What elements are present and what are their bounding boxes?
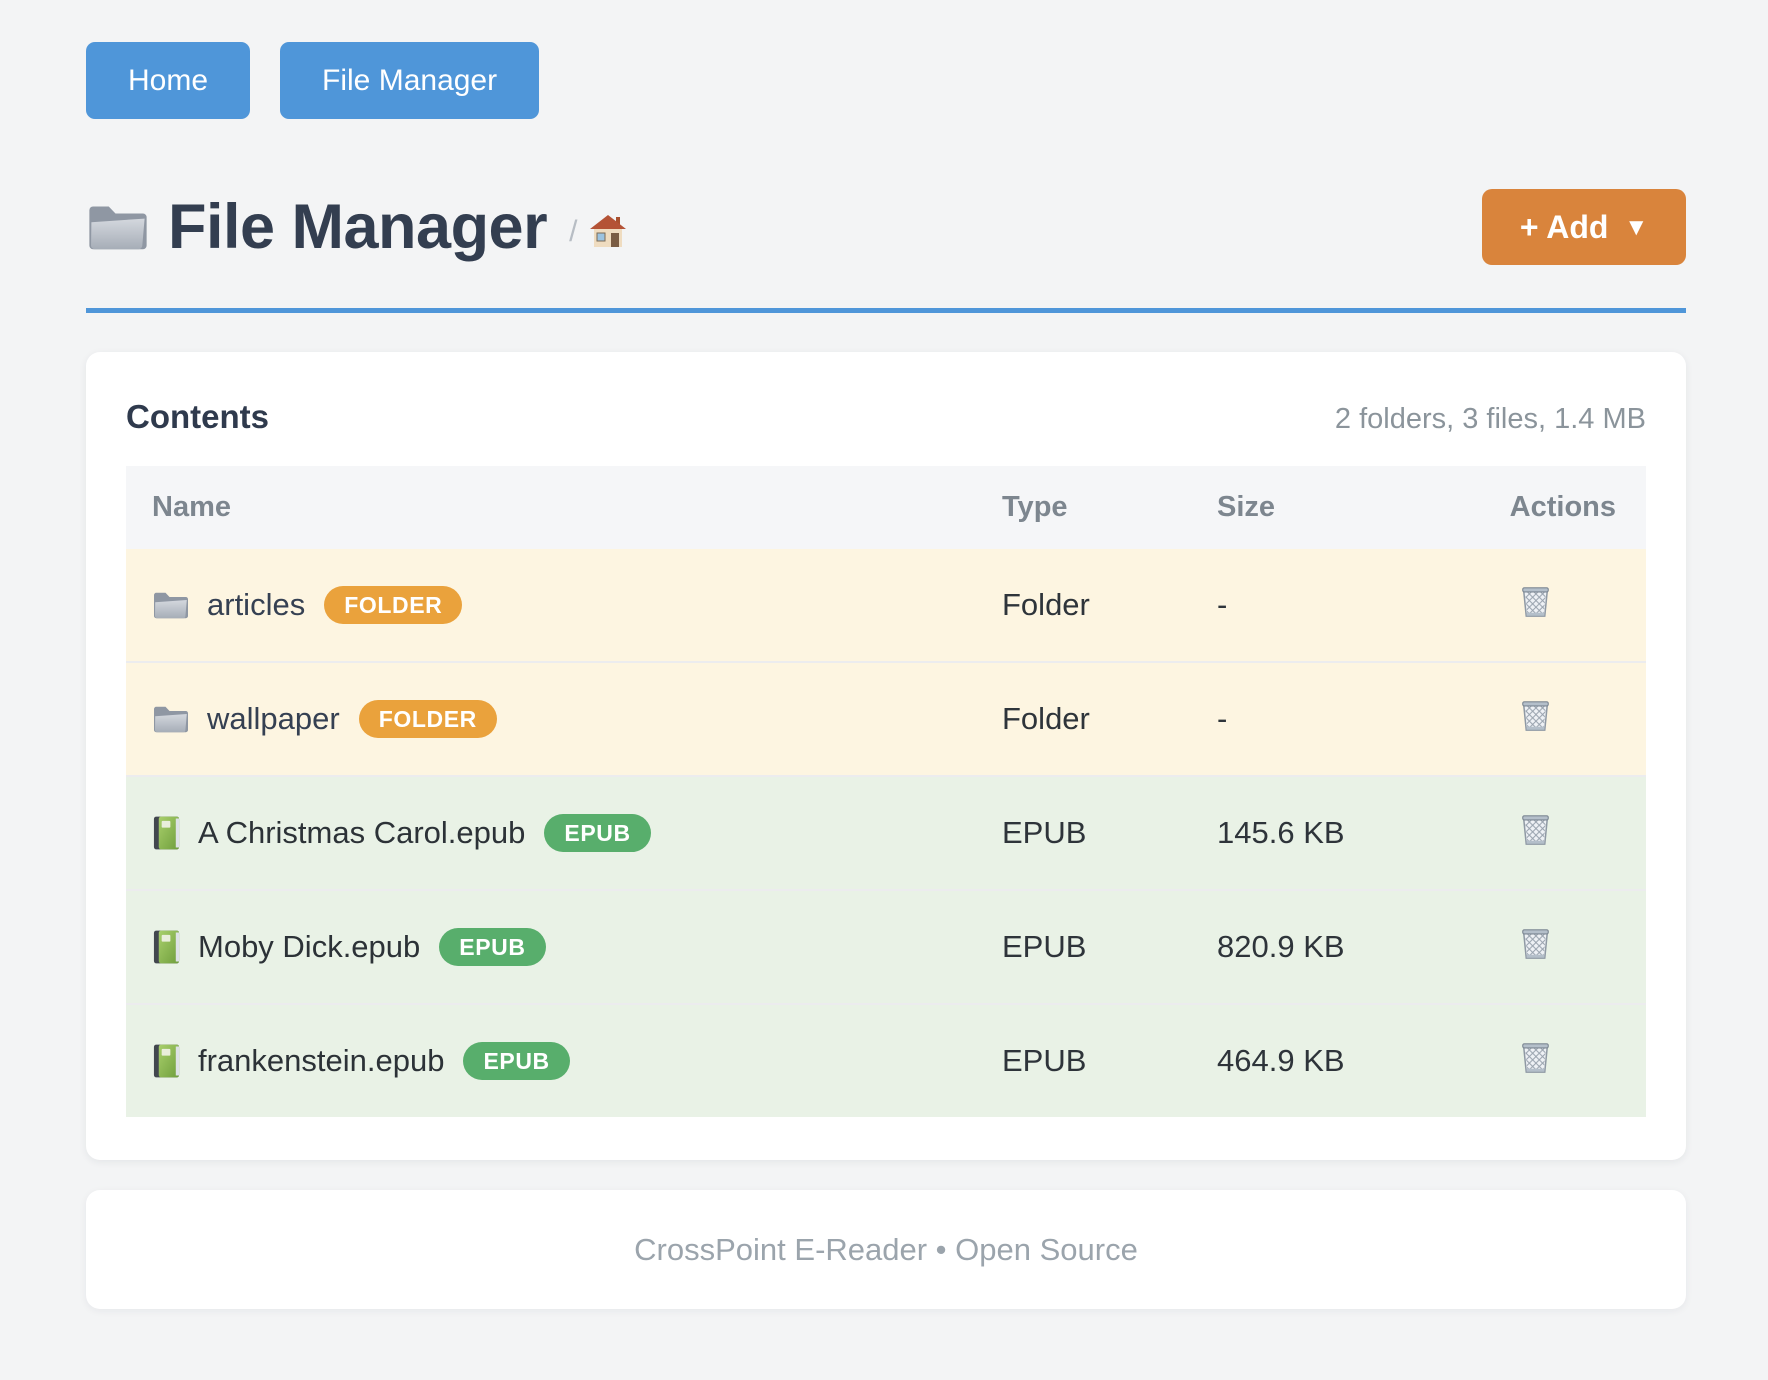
contents-card: Contents 2 folders, 3 files, 1.4 MB Name… xyxy=(86,352,1686,1160)
item-name[interactable]: frankenstein.epub xyxy=(198,1043,445,1078)
contents-heading: Contents xyxy=(126,398,269,435)
top-nav: Home File Manager xyxy=(86,42,1686,119)
file-manager-button[interactable]: File Manager xyxy=(280,42,540,119)
breadcrumb-separator: / xyxy=(569,215,578,248)
type-cell: EPUB xyxy=(1002,929,1087,964)
book-icon xyxy=(152,1042,181,1080)
type-cell: EPUB xyxy=(1002,815,1087,850)
page-title: File Manager xyxy=(168,192,548,262)
size-cell: 464.9 KB xyxy=(1217,1043,1345,1078)
delete-button[interactable] xyxy=(1519,926,1552,960)
book-icon xyxy=(152,928,181,966)
folder-badge: FOLDER xyxy=(324,586,463,624)
folder-icon xyxy=(152,703,190,735)
type-cell: Folder xyxy=(1002,701,1090,736)
table-row[interactable]: wallpaper FOLDER Folder - xyxy=(126,662,1646,776)
contents-summary: 2 folders, 3 files, 1.4 MB xyxy=(1334,403,1646,435)
table-row[interactable]: frankenstein.epub EPUB EPUB 464.9 KB xyxy=(126,1004,1646,1117)
size-cell: - xyxy=(1217,701,1228,736)
title-divider xyxy=(86,308,1686,313)
table-header-row: Name Type Size Actions xyxy=(126,466,1646,549)
page-header: File Manager / + Add ▼ xyxy=(86,189,1686,265)
folder-icon xyxy=(152,589,190,621)
item-name[interactable]: articles xyxy=(207,587,306,622)
size-cell: 145.6 KB xyxy=(1217,815,1345,850)
size-cell: 820.9 KB xyxy=(1217,929,1345,964)
delete-button[interactable] xyxy=(1519,584,1552,618)
table-row[interactable]: articles FOLDER Folder - xyxy=(126,549,1646,662)
item-name[interactable]: Moby Dick.epub xyxy=(198,929,421,964)
file-table: Name Type Size Actions articles FOLDER F xyxy=(126,466,1646,1117)
epub-badge: EPUB xyxy=(544,814,651,852)
folder-title-icon xyxy=(86,199,150,255)
type-cell: EPUB xyxy=(1002,1043,1087,1078)
page-container: Home File Manager File Manager / xyxy=(86,0,1686,1309)
footer-text: CrossPoint E-Reader • Open Source xyxy=(634,1231,1138,1267)
type-cell: Folder xyxy=(1002,587,1090,622)
add-button[interactable]: + Add ▼ xyxy=(1482,189,1686,265)
item-name[interactable]: A Christmas Carol.epub xyxy=(198,815,526,850)
size-cell: - xyxy=(1217,587,1228,622)
delete-button[interactable] xyxy=(1519,1040,1552,1074)
home-icon[interactable] xyxy=(589,213,627,249)
epub-badge: EPUB xyxy=(463,1042,570,1080)
home-button[interactable]: Home xyxy=(86,42,251,119)
delete-button[interactable] xyxy=(1519,812,1552,846)
table-row[interactable]: Moby Dick.epub EPUB EPUB 820.9 KB xyxy=(126,890,1646,1004)
delete-button[interactable] xyxy=(1519,698,1552,732)
chevron-down-icon: ▼ xyxy=(1624,214,1649,241)
footer: CrossPoint E-Reader • Open Source xyxy=(86,1190,1686,1309)
epub-badge: EPUB xyxy=(439,928,546,966)
column-header-type: Type xyxy=(1002,466,1217,549)
column-header-actions: Actions xyxy=(1424,466,1646,549)
add-button-label: + Add xyxy=(1519,208,1609,245)
table-row[interactable]: A Christmas Carol.epub EPUB EPUB 145.6 K… xyxy=(126,776,1646,890)
book-icon xyxy=(152,814,181,852)
folder-badge: FOLDER xyxy=(358,700,497,738)
column-header-name: Name xyxy=(126,466,1002,549)
column-header-size: Size xyxy=(1217,466,1424,549)
item-name[interactable]: wallpaper xyxy=(207,701,340,736)
